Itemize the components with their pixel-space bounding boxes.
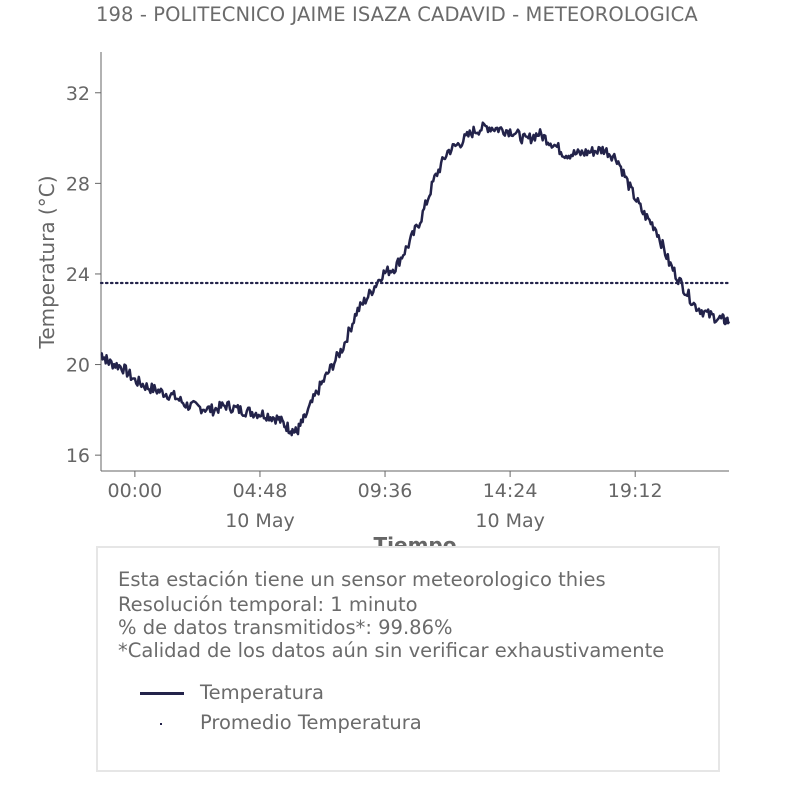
chart-plot: 16 20 24 28 32 00:00 04:48 10 May 09:36 14:24 10 M… [35, 52, 731, 557]
y-tick-label: 28 [66, 173, 90, 195]
info-box: Esta estación tiene un sensor meteorolog… [96, 546, 720, 772]
x-tick-date-label: 10 May [475, 510, 545, 532]
axes-layer [100, 52, 729, 472]
info-quality-text: *Calidad de los datos aún sin verificar … [118, 639, 665, 662]
x-tick-label: 09:36 [358, 480, 413, 502]
y-tick-label: 24 [66, 264, 90, 286]
chart-title: 198 - POLITECNICO JAIME ISAZA CADAVID - … [96, 3, 698, 26]
ticks-layer: 16 20 24 28 32 00:00 04:48 10 May 09:36 14:24 10 M… [66, 83, 663, 532]
info-sensor-text: Esta estación tiene un sensor meteorolog… [118, 568, 606, 591]
x-tick-label: 14:24 [483, 480, 538, 502]
x-tick-label: 04:48 [233, 480, 288, 502]
series-temperatura [100, 121, 731, 437]
x-tick-date-label: 10 May [225, 510, 295, 532]
info-transmitted-text: % de datos transmitidos*: 99.86% [118, 616, 453, 639]
y-axis-title: Temperatura (°C) [35, 175, 59, 349]
x-tick-label: 00:00 [107, 480, 162, 502]
legend-label: Temperatura [200, 681, 324, 704]
y-tick-label: 16 [66, 445, 90, 467]
legend-line-marker [140, 692, 184, 695]
info-resolution-text: Resolución temporal: 1 minuto [118, 593, 418, 616]
legend-label: Promedio Temperatura [200, 711, 422, 734]
y-tick-label: 20 [66, 355, 90, 377]
y-tick-label: 32 [66, 83, 90, 105]
series-layer [99, 121, 731, 437]
x-tick-label: 19:12 [608, 480, 663, 502]
legend-dot-marker [160, 723, 162, 725]
